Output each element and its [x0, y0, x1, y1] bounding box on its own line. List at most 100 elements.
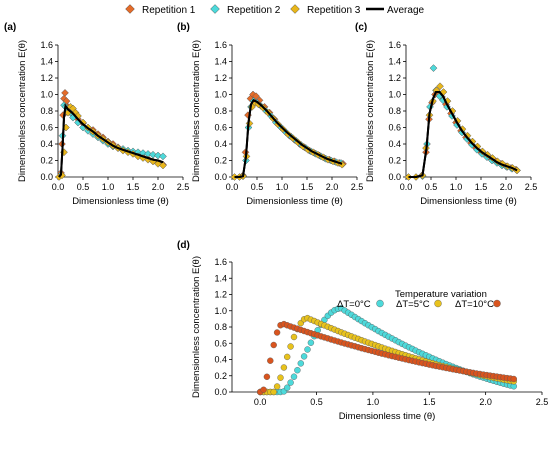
- x-tick-label: 1.0: [276, 182, 289, 192]
- y-tick-label: 0.0: [40, 172, 53, 182]
- x-axis-title: Dimensionless time (θ): [339, 411, 436, 422]
- data-point-rep1: [252, 92, 260, 101]
- data-point-dt0: [287, 379, 294, 386]
- y-tick-label: 0.4: [214, 139, 227, 149]
- y-tick-label: 1.6: [40, 40, 53, 50]
- legend-marker-dt0: [376, 299, 384, 308]
- y-tick-label: 1.4: [214, 57, 227, 67]
- data-point-dt0: [297, 360, 304, 367]
- data-point-rep2: [429, 64, 438, 72]
- y-tick-label: 1.2: [40, 73, 53, 83]
- average-line-top: [234, 99, 343, 178]
- y-axis-title: Dimensionless concentration E(θ): [17, 40, 28, 182]
- panel-label-d: (d): [177, 240, 190, 251]
- x-tick-label: 1.0: [367, 397, 380, 407]
- data-point-dt1: [280, 364, 288, 371]
- legend-label-4: Average: [387, 5, 425, 16]
- data-point-rep3: [436, 82, 444, 91]
- y-tick-label: 1.0: [214, 90, 227, 100]
- data-point-dt2: [273, 329, 281, 336]
- y-tick-label: 0.4: [40, 139, 53, 149]
- y-tick-label: 1.4: [388, 57, 401, 67]
- x-tick-label: 0.5: [251, 182, 264, 192]
- y-tick-label: 0.6: [40, 123, 53, 133]
- y-tick-label: 1.0: [388, 90, 401, 100]
- y-tick-label: 1.2: [388, 73, 401, 83]
- x-axis-title: Dimensionless time (θ): [246, 196, 343, 207]
- x-tick-label: 2.0: [152, 182, 165, 192]
- panel-b: (b) 0.0 0.2 0.4 0.6 0.8 1.0 1.2 1.4 1.6 0.0 0.5 1.0 1…: [177, 22, 363, 207]
- legend-label-1: Repetition 1: [142, 5, 196, 16]
- y-tick-label: 0.8: [40, 106, 53, 116]
- y-tick-label: 0.0: [388, 172, 401, 182]
- legend-label-3: Repetition 3: [307, 5, 361, 16]
- y-tick-label: 0.2: [388, 156, 401, 166]
- y-tick-label: 1.4: [40, 57, 53, 67]
- data-point-dt0: [294, 367, 301, 374]
- x-tick-label: 0.0: [52, 182, 65, 192]
- data-point-dt0: [304, 346, 311, 353]
- data-point-dt2: [270, 341, 277, 349]
- x-tick-label: 0.5: [310, 397, 323, 407]
- panels: (a) 0.0 0.2 0.4 0.6 0.8 1.0 1.2 1.4 1.6 0.0 0.5 1.0 1…: [4, 22, 548, 422]
- average-line-top: [58, 103, 164, 178]
- data-point-dt2: [510, 375, 517, 383]
- panel-label-c: (c): [355, 22, 367, 33]
- x-tick-label: 0.5: [425, 182, 438, 192]
- legend-marker-dt2: [493, 299, 501, 308]
- y-tick-label: 1.6: [388, 40, 401, 50]
- data-point-rep1: [61, 88, 69, 97]
- x-tick-label: 2.0: [500, 182, 513, 192]
- legend-label-dt1: ΔT=5°C: [396, 299, 430, 310]
- y-tick-label: 0.2: [40, 156, 53, 166]
- x-tick-label: 0.0: [400, 182, 413, 192]
- x-tick-label: 0.5: [77, 182, 90, 192]
- y-tick-label: 0.6: [388, 123, 401, 133]
- legend-label-2: Repetition 2: [227, 5, 281, 16]
- legend-marker-1: [125, 4, 135, 14]
- y-tick-label: 0.8: [388, 106, 401, 116]
- data-point-dt1: [270, 388, 277, 396]
- x-tick-label: 2.5: [177, 182, 190, 192]
- data-point-dt1: [284, 353, 291, 361]
- y-tick-label: 1.4: [214, 273, 227, 283]
- data-point-dt0: [307, 339, 315, 346]
- x-tick-label: 2.5: [351, 182, 364, 192]
- y-tick-label: 0.4: [214, 355, 227, 365]
- data-point-rep2: [154, 151, 162, 160]
- y-tick-label: 0.8: [214, 322, 227, 332]
- y-tick-label: 0.4: [388, 139, 401, 149]
- panel-label-a: (a): [4, 22, 16, 33]
- data-point-dt0: [290, 373, 298, 380]
- data-point-dt0: [300, 353, 308, 360]
- legend-label-dt0: ΔT=0°C: [337, 299, 371, 310]
- legend-marker-dt1: [434, 299, 442, 308]
- panel-d-legend: Temperature variation ΔT=0°C ΔT=5°C ΔT=10°C: [337, 289, 501, 310]
- y-tick-label: 1.2: [214, 73, 227, 83]
- y-tick-label: 0.2: [214, 371, 227, 381]
- legend-marker-3: [290, 4, 300, 14]
- y-axis-title: Dimensionless concentration E(θ): [191, 40, 202, 182]
- y-tick-label: 0.0: [214, 387, 227, 397]
- top-legend: Repetition 1 Repetition 2 Repetition 3 Aver…: [125, 4, 425, 16]
- x-tick-label: 1.5: [127, 182, 140, 192]
- y-axis-title: Dimensionless concentration E(θ): [365, 40, 376, 182]
- data-point-dt1: [273, 383, 281, 390]
- data-point-dt1: [277, 374, 284, 381]
- y-tick-label: 1.2: [214, 290, 227, 300]
- data-point-dt2: [260, 386, 267, 393]
- legend-label-dt2: ΔT=10°C: [455, 299, 494, 310]
- data-point-dt1: [287, 343, 294, 350]
- y-tick-label: 0.0: [214, 172, 227, 182]
- x-tick-label: 1.5: [475, 182, 488, 192]
- panel-label-b: (b): [177, 22, 190, 33]
- panel-d: (d) 0.0 0.2 0.4 0.6 0.8 1.0 1.2 1.4 1.6 0.0 0.5 1.0 1…: [177, 240, 548, 422]
- panel-c: (c) 0.0 0.2 0.4 0.6 0.8 1.0 1.2 1.4 1.6 0.0 0.5 1.0 1…: [355, 22, 537, 207]
- x-tick-label: 1.5: [301, 182, 314, 192]
- y-tick-label: 0.2: [214, 156, 227, 166]
- x-tick-label: 2.5: [525, 182, 538, 192]
- x-axis-title: Dimensionless time (θ): [420, 196, 517, 207]
- average-line-top: [408, 91, 518, 178]
- data-point-dt0: [284, 384, 291, 391]
